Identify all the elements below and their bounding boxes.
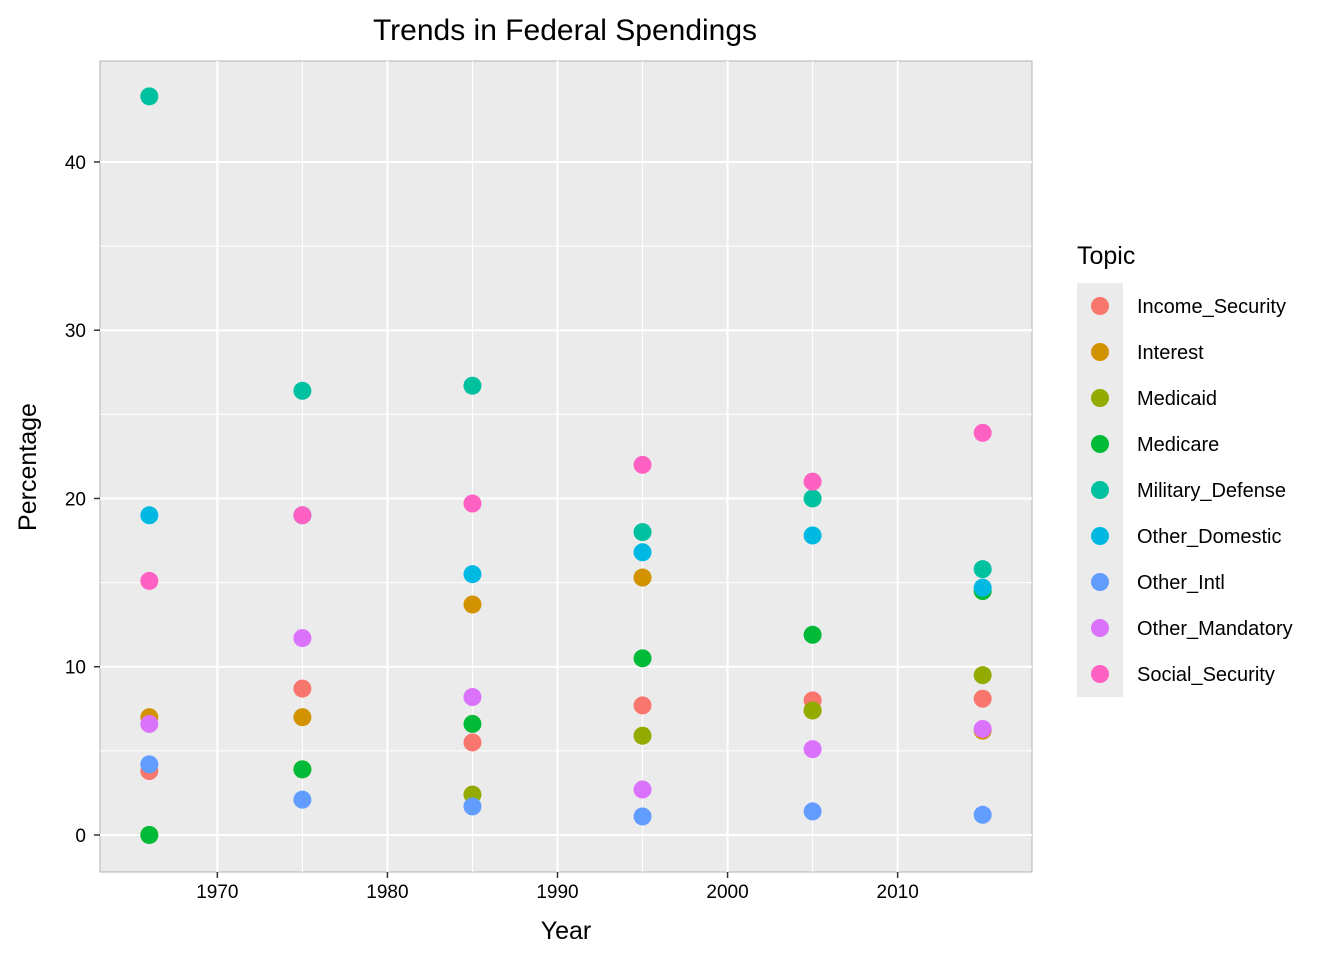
point-other-intl [463, 797, 482, 816]
legend-label-social-security: Social_Security [1137, 664, 1275, 686]
point-other-domestic [633, 543, 652, 562]
point-interest [293, 708, 312, 727]
point-social-security [633, 455, 652, 474]
point-medicaid [973, 666, 992, 685]
point-other-domestic [973, 578, 992, 597]
point-military-defense [633, 523, 652, 542]
point-income-security [463, 733, 482, 752]
point-medicare [463, 714, 482, 733]
y-tick-label: 40 [65, 153, 86, 174]
chart-title: Trends in Federal Spendings [373, 14, 757, 47]
legend-label-income-security: Income_Security [1137, 296, 1286, 318]
point-medicare [803, 625, 822, 644]
point-interest [463, 595, 482, 614]
point-medicaid [633, 726, 652, 745]
point-medicare [140, 825, 159, 844]
y-tick-label: 20 [65, 489, 86, 510]
y-axis-title: Percentage [14, 403, 42, 531]
gridlines [100, 61, 1032, 872]
point-other-domestic [140, 506, 159, 525]
legend-key-medicare [1091, 435, 1109, 453]
x-tick-label: 1970 [196, 882, 238, 903]
x-tick-label: 2010 [877, 882, 919, 903]
point-income-security [633, 696, 652, 715]
point-military-defense [293, 381, 312, 400]
x-axis: 1970 1980 1990 2000 2010 [196, 872, 919, 903]
point-social-security [463, 494, 482, 513]
point-social-security [803, 472, 822, 491]
point-medicare [633, 649, 652, 668]
point-military-defense [803, 489, 822, 508]
x-tick-label: 2000 [706, 882, 748, 903]
legend-key-medicaid [1091, 389, 1109, 407]
point-other-intl [140, 755, 159, 774]
point-other-domestic [463, 565, 482, 584]
legend-key-other-mandatory [1091, 619, 1109, 637]
point-other-intl [803, 802, 822, 821]
y-axis: 0 10 20 30 40 [65, 153, 100, 847]
x-tick-label: 1990 [536, 882, 578, 903]
point-medicaid [803, 701, 822, 720]
point-other-mandatory [293, 629, 312, 648]
plot-panel [99, 60, 1033, 873]
point-income-security [293, 679, 312, 698]
data-points [140, 87, 992, 844]
legend-label-other-domestic: Other_Domestic [1137, 526, 1282, 548]
legend-label-other-mandatory: Other_Mandatory [1137, 618, 1293, 640]
legend-key-interest [1091, 343, 1109, 361]
point-social-security [140, 571, 159, 590]
legend-key-military-defense [1091, 481, 1109, 499]
x-tick-label: 1980 [366, 882, 408, 903]
point-other-intl [633, 807, 652, 826]
point-income-security [973, 689, 992, 708]
legend-key-social-security [1091, 665, 1109, 683]
y-tick-label: 30 [65, 321, 86, 342]
legend-label-medicaid: Medicaid [1137, 388, 1217, 410]
y-tick-label: 10 [65, 658, 86, 679]
point-other-mandatory [140, 714, 159, 733]
point-other-mandatory [463, 688, 482, 707]
point-military-defense [463, 376, 482, 395]
legend-key-other-domestic [1091, 527, 1109, 545]
point-other-intl [293, 790, 312, 809]
point-other-domestic [803, 526, 822, 545]
y-tick-label: 0 [75, 826, 86, 847]
legend-label-military-defense: Military_Defense [1137, 480, 1286, 502]
legend-label-other-intl: Other_Intl [1137, 572, 1225, 594]
point-other-mandatory [973, 719, 992, 738]
legend-key-other-intl [1091, 573, 1109, 591]
legend-label-interest: Interest [1137, 342, 1204, 364]
point-social-security [293, 506, 312, 525]
point-other-intl [973, 805, 992, 824]
point-social-security [973, 423, 992, 442]
point-other-mandatory [803, 740, 822, 759]
point-medicare [293, 760, 312, 779]
legend: Topic Income_Security Interest Medicaid Med… [1077, 242, 1293, 697]
legend-title: Topic [1077, 242, 1135, 270]
point-military-defense [140, 87, 159, 106]
legend-items: Income_Security Interest Medicaid Medicare M… [1091, 296, 1293, 686]
point-military-defense [973, 560, 992, 579]
legend-key-income-security [1091, 297, 1109, 315]
point-interest [633, 568, 652, 587]
point-other-mandatory [633, 780, 652, 799]
legend-label-medicare: Medicare [1137, 434, 1219, 456]
x-axis-title: Year [541, 917, 592, 945]
